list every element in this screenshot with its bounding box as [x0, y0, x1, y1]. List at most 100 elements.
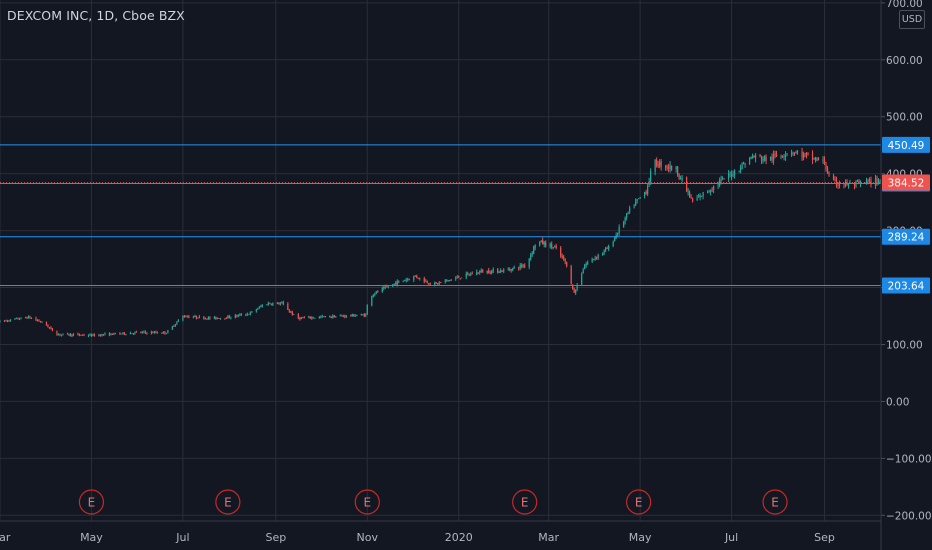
candle-body — [603, 249, 605, 253]
candle-body — [144, 331, 147, 333]
candle-body — [72, 334, 75, 337]
candle-body — [522, 265, 524, 267]
candle-body — [375, 291, 377, 294]
candle — [0, 320, 1, 323]
candle — [465, 271, 467, 280]
candle — [123, 332, 126, 336]
candle-body — [521, 264, 523, 267]
candle — [260, 304, 262, 308]
candle-body — [811, 152, 814, 160]
candle-body — [69, 334, 72, 336]
candle-body — [865, 181, 868, 183]
x-tick-label: Mar — [0, 531, 11, 544]
candle — [573, 287, 575, 294]
currency-badge[interactable]: USD — [899, 10, 925, 29]
candle-body — [564, 259, 566, 262]
candle-body — [561, 255, 563, 258]
candle — [248, 313, 250, 315]
candle — [308, 315, 310, 319]
candle — [371, 295, 373, 307]
candle-body — [660, 161, 662, 168]
candle-body — [332, 315, 334, 318]
candle-body — [425, 280, 427, 282]
candle-body — [680, 178, 682, 180]
horizontal-levels[interactable] — [0, 144, 881, 286]
candle-body — [381, 288, 383, 292]
candle-body — [308, 316, 310, 318]
candle-body — [465, 273, 467, 278]
candle — [615, 232, 617, 239]
candle-body — [248, 314, 250, 315]
candle — [564, 258, 566, 265]
candle-body — [384, 286, 386, 288]
candle-body — [3, 320, 6, 322]
candle — [522, 263, 524, 269]
candle-body — [111, 333, 114, 335]
candle-body — [209, 317, 211, 319]
candle-body — [119, 333, 121, 334]
candle — [650, 168, 652, 185]
candle-body — [323, 316, 325, 318]
candle — [318, 316, 320, 319]
candle-body — [540, 240, 542, 242]
candle — [119, 332, 121, 335]
candle — [709, 189, 712, 196]
candle-body — [456, 276, 458, 278]
candle — [39, 320, 42, 323]
candle — [669, 161, 671, 173]
candle-body — [853, 182, 856, 186]
candle-body — [228, 315, 230, 318]
candle-body — [837, 184, 839, 186]
y-tick-label: −200.00 — [886, 510, 932, 522]
candle — [706, 190, 709, 194]
candle — [239, 313, 241, 317]
candle-body — [261, 305, 263, 307]
candle-body — [644, 192, 646, 197]
candle-body — [282, 302, 284, 305]
candle — [291, 310, 293, 316]
candle — [635, 198, 637, 207]
candle-body — [754, 155, 757, 159]
candle-body — [18, 319, 21, 320]
candle — [375, 290, 377, 295]
candle — [89, 333, 91, 336]
earnings-circle — [626, 489, 652, 515]
candle-body — [814, 156, 817, 161]
candle — [626, 213, 628, 221]
candle-body — [314, 317, 316, 319]
time-axis[interactable]: Mar May Jul Sep Nov 2020 Mar May Jul Sep — [0, 520, 881, 544]
candle-body — [125, 334, 127, 336]
candle — [342, 314, 344, 318]
candle — [278, 302, 280, 305]
candle-body — [753, 155, 755, 158]
candle — [426, 280, 428, 284]
candle-body — [739, 167, 742, 171]
candle-body — [356, 315, 358, 317]
candle — [261, 304, 263, 308]
candle-body — [686, 177, 688, 191]
candle-body — [843, 184, 845, 186]
candle-body — [458, 276, 460, 278]
candle-body — [92, 334, 94, 336]
candle — [30, 317, 33, 320]
candle-body — [732, 174, 734, 176]
candle — [77, 332, 79, 336]
candle — [303, 316, 305, 319]
candle-body — [467, 272, 469, 274]
candle — [177, 319, 179, 322]
candle — [835, 176, 838, 188]
candle — [27, 315, 30, 319]
candle-body — [303, 317, 305, 319]
candle-body — [730, 174, 733, 177]
candle — [257, 307, 259, 310]
candle — [381, 286, 383, 293]
candle-body — [266, 304, 268, 306]
price-axis[interactable]: 700.00600.00500.00400.00300.00200.00100.… — [880, 0, 932, 550]
candle-body — [320, 316, 322, 318]
candle-body — [276, 302, 278, 304]
candle-body — [870, 180, 872, 185]
candle-body — [239, 314, 241, 316]
candle-body — [461, 277, 463, 279]
